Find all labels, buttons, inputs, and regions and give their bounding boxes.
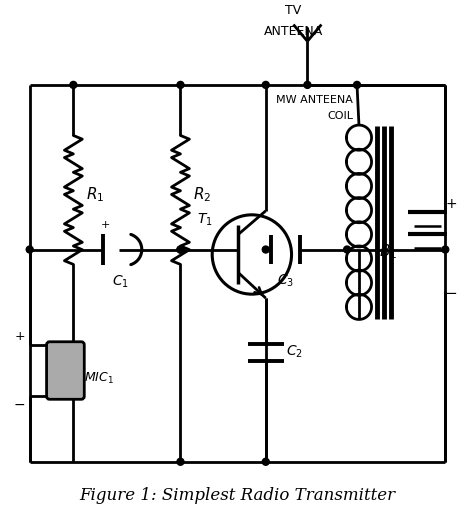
Circle shape <box>304 81 311 89</box>
Circle shape <box>177 246 184 253</box>
Circle shape <box>26 246 33 253</box>
Circle shape <box>262 81 269 89</box>
Circle shape <box>177 458 184 465</box>
Circle shape <box>177 246 184 253</box>
Text: $MIC_1$: $MIC_1$ <box>84 371 114 386</box>
Circle shape <box>354 81 360 89</box>
Text: $R_1$: $R_1$ <box>86 185 105 204</box>
Text: ANTEENA: ANTEENA <box>264 24 323 37</box>
Text: $T_1$: $T_1$ <box>197 211 213 228</box>
Text: $C_2$: $C_2$ <box>286 344 302 361</box>
Text: $B_1$: $B_1$ <box>380 242 398 261</box>
Text: −: − <box>445 285 457 300</box>
Text: COIL: COIL <box>327 111 353 121</box>
Text: −: − <box>13 398 25 412</box>
Circle shape <box>177 81 184 89</box>
FancyBboxPatch shape <box>46 342 84 399</box>
Text: Figure 1: Simplest Radio Transmitter: Figure 1: Simplest Radio Transmitter <box>79 487 395 504</box>
Circle shape <box>262 458 269 465</box>
Text: +: + <box>446 197 457 211</box>
Circle shape <box>262 246 269 253</box>
Circle shape <box>344 246 351 253</box>
Circle shape <box>442 246 449 253</box>
Text: $R_2$: $R_2$ <box>193 185 211 204</box>
Text: $C_1$: $C_1$ <box>112 274 129 290</box>
Text: +: + <box>100 220 110 229</box>
Text: +: + <box>14 330 25 343</box>
Text: TV: TV <box>285 4 301 17</box>
Text: $C_3$: $C_3$ <box>277 272 294 289</box>
Circle shape <box>70 81 77 89</box>
Text: MW ANTEENA: MW ANTEENA <box>276 95 353 105</box>
